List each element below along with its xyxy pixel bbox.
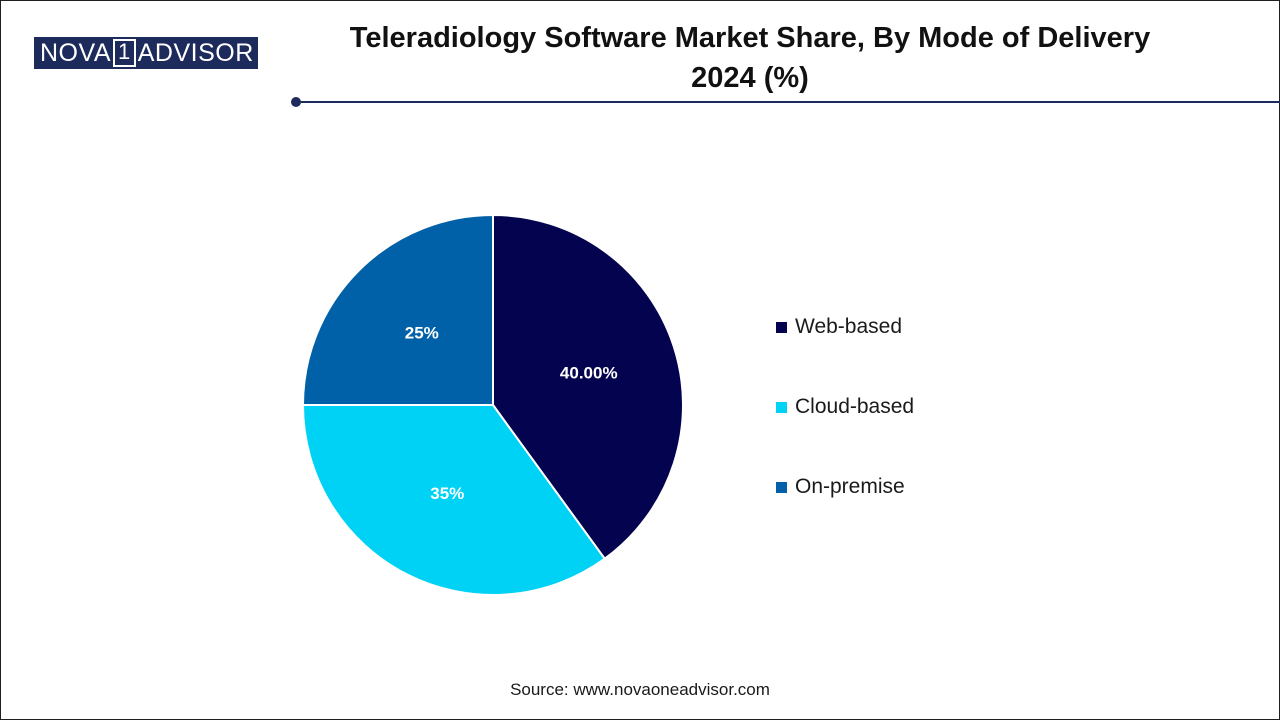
legend-item-cloud-based: Cloud-based <box>776 392 914 422</box>
chart-title: Teleradiology Software Market Share, By … <box>260 18 1240 98</box>
brand-logo: NOVA 1 ADVISOR <box>34 37 258 69</box>
legend-swatch-cloud-based <box>776 401 787 413</box>
legend-label-cloud-based: Cloud-based <box>795 395 915 418</box>
legend-item-web-based: Web-based <box>776 312 914 342</box>
pie-slice-on-premise <box>301 213 494 406</box>
legend-swatch-web-based <box>776 321 787 333</box>
title-rule <box>296 101 1280 103</box>
legend-swatch-on-premise <box>776 481 787 493</box>
pie-slice-web-based <box>492 213 684 561</box>
legend-label-on-premise: On-premise <box>795 475 905 498</box>
chart-title-line1: Teleradiology Software Market Share, By … <box>349 22 1151 54</box>
pie-data-label-on-premise: 25% <box>405 323 439 342</box>
pie-data-label-web-based: 40.00% <box>560 363 618 382</box>
logo-text-one: 1 <box>113 39 136 67</box>
logo-text-advisor: ADVISOR <box>137 39 254 67</box>
chart-title-line2: 2024 (%) <box>691 62 809 94</box>
pie-data-label-cloud-based: 35% <box>430 484 464 503</box>
legend-label-web-based: Web-based <box>795 315 903 338</box>
legend-item-on-premise: On-premise <box>776 472 914 502</box>
pie-slice-cloud-based <box>301 404 607 596</box>
logo-text-nova: NOVA <box>40 39 111 67</box>
source-note: Source: www.novaoneadvisor.com <box>510 680 770 699</box>
chart-legend: Web-based Cloud-based On-premise <box>776 312 914 552</box>
